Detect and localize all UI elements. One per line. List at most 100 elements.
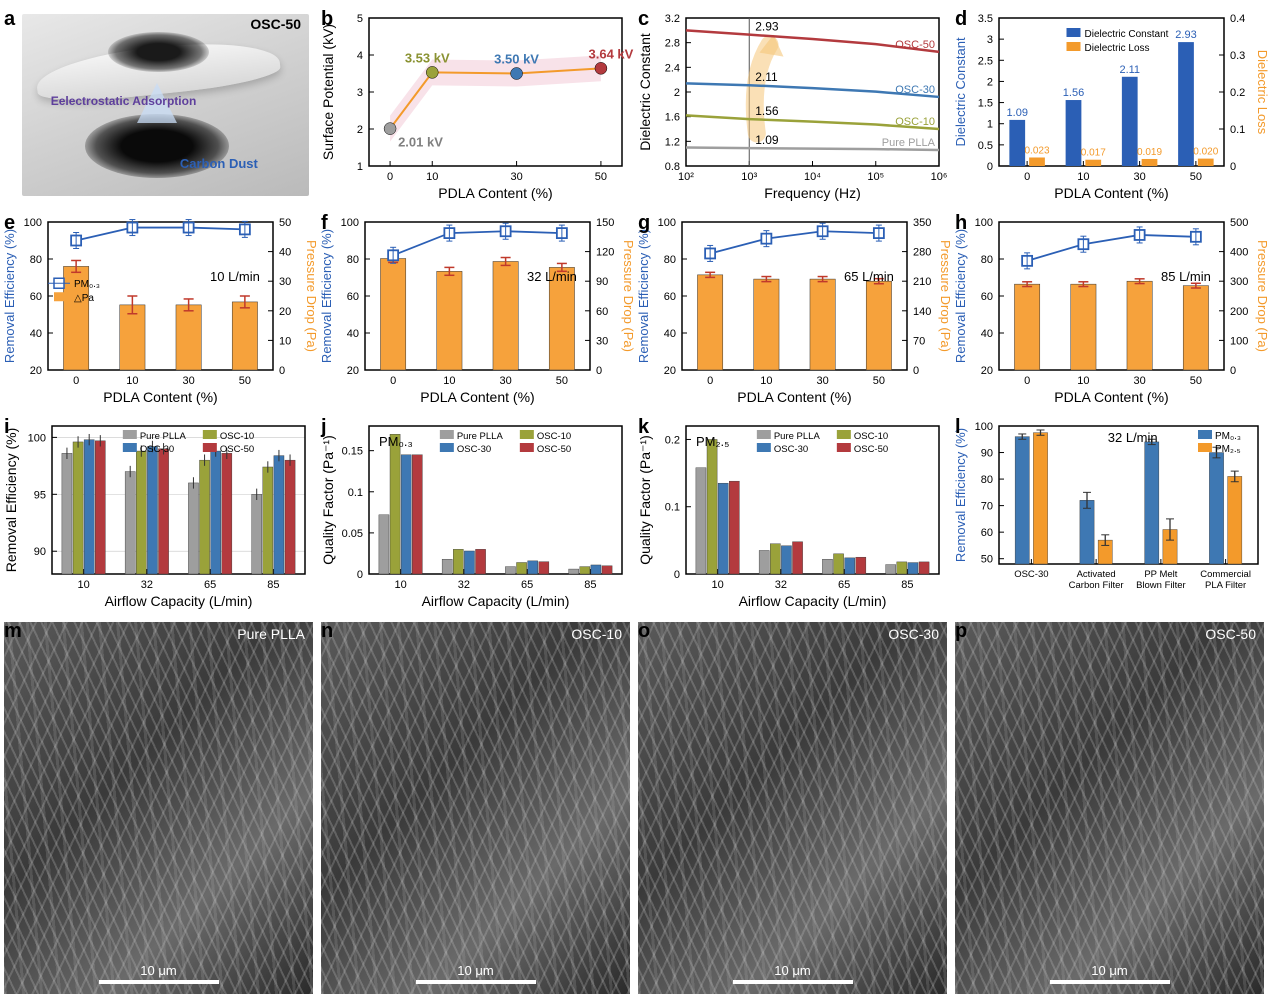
svg-text:10: 10 [78, 579, 90, 591]
svg-text:50: 50 [981, 554, 993, 566]
svg-text:32: 32 [775, 579, 787, 591]
svg-text:1.5: 1.5 [978, 98, 993, 110]
svg-text:4: 4 [357, 50, 363, 62]
svg-text:0: 0 [987, 161, 993, 173]
svg-text:120: 120 [596, 247, 614, 259]
svg-text:95: 95 [34, 489, 46, 501]
panel-b: b0103050123452.01 kV3.53 kV3.50 kV3.64 k… [317, 6, 634, 204]
chart-h: 010305020406080100010020030040050085 L/m… [951, 210, 1268, 408]
svg-text:2.5: 2.5 [978, 55, 993, 67]
panel-e: e0103050204060801000102030405010 L/minPM… [0, 210, 317, 408]
svg-text:0.8: 0.8 [665, 161, 680, 173]
chart-j: 1032658500.050.10.15Pure PLLAOSC-10OSC-3… [317, 414, 634, 612]
svg-text:OSC-30: OSC-30 [774, 444, 808, 455]
svg-text:0.15: 0.15 [342, 446, 363, 458]
panel-label-i: i [4, 416, 10, 439]
mid-text: Eelectrostatic Adsorption [51, 94, 197, 108]
svg-text:0: 0 [1024, 171, 1030, 183]
svg-text:40: 40 [664, 328, 676, 340]
svg-text:Quality Factor (Pa⁻¹): Quality Factor (Pa⁻¹) [320, 435, 336, 565]
svg-text:10: 10 [426, 171, 438, 183]
panel-label-a: a [4, 8, 15, 31]
svg-text:OSC-50: OSC-50 [537, 444, 571, 455]
svg-text:Pressure Drop (Pa): Pressure Drop (Pa) [304, 240, 317, 352]
scalebar-line [1050, 980, 1170, 984]
svg-text:0.2: 0.2 [1230, 87, 1245, 99]
svg-text:0: 0 [1230, 365, 1236, 377]
svg-text:0: 0 [674, 569, 680, 581]
svg-text:PP Melt: PP Melt [1144, 569, 1177, 580]
panel-label-h: h [955, 212, 967, 235]
svg-text:65: 65 [204, 579, 216, 591]
svg-text:PDLA Content (%): PDLA Content (%) [420, 389, 534, 405]
svg-text:2.93: 2.93 [1175, 29, 1196, 41]
svg-text:30: 30 [817, 375, 829, 387]
svg-text:OSC-50: OSC-50 [895, 39, 935, 51]
svg-text:100: 100 [658, 217, 676, 229]
panel-label-p: p [955, 620, 967, 643]
svg-text:PM₂.₅: PM₂.₅ [1215, 444, 1241, 455]
svg-text:80: 80 [347, 254, 359, 266]
svg-text:0.023: 0.023 [1024, 145, 1049, 156]
chart-b: 0103050123452.01 kV3.53 kV3.50 kV3.64 kV… [317, 6, 634, 204]
scalebar-text: 10 μm [1091, 963, 1127, 978]
svg-text:Removal Efficiency (%): Removal Efficiency (%) [953, 428, 968, 562]
svg-text:50: 50 [595, 171, 607, 183]
svg-text:2.11: 2.11 [1119, 64, 1140, 76]
svg-text:10: 10 [443, 375, 455, 387]
svg-text:0.1: 0.1 [665, 502, 680, 514]
svg-text:10⁵: 10⁵ [867, 171, 884, 183]
svg-text:90: 90 [596, 276, 608, 288]
svg-text:1.2: 1.2 [665, 136, 680, 148]
svg-text:Surface Potential (kV): Surface Potential (kV) [320, 24, 336, 160]
svg-text:2: 2 [674, 87, 680, 99]
svg-text:Blown Filter: Blown Filter [1136, 580, 1186, 591]
panel-l: l5060708090100OSC-30ActivatedCarbon Filt… [951, 414, 1268, 612]
chart-i: 103265859095100Pure PLLAOSC-10OSC-30OSC-… [0, 414, 317, 612]
svg-text:OSC-50: OSC-50 [220, 444, 254, 455]
svg-text:Commercial: Commercial [1200, 569, 1251, 580]
svg-text:OSC-10: OSC-10 [895, 116, 935, 128]
svg-text:0.017: 0.017 [1081, 148, 1106, 159]
svg-text:20: 20 [981, 365, 993, 377]
scalebar: 10 μm [99, 963, 219, 984]
sem-title: OSC-10 [571, 626, 622, 642]
panel-label-c: c [638, 8, 649, 31]
sem-image: OSC-3010 μm [638, 622, 947, 994]
svg-text:△Pa: △Pa [74, 293, 94, 304]
svg-text:90: 90 [34, 546, 46, 558]
svg-text:Airflow Capacity (L/min): Airflow Capacity (L/min) [422, 593, 570, 609]
svg-text:0: 0 [387, 171, 393, 183]
svg-text:2.11: 2.11 [755, 70, 778, 84]
scalebar: 10 μm [416, 963, 536, 984]
svg-text:OSC-30: OSC-30 [895, 84, 935, 96]
osc50-text: OSC-50 [250, 16, 301, 32]
svg-text:50: 50 [1190, 171, 1202, 183]
scalebar: 10 μm [733, 963, 853, 984]
svg-text:100: 100 [1230, 335, 1248, 347]
svg-text:2.01 kV: 2.01 kV [398, 135, 443, 150]
svg-text:Pure PLLA: Pure PLLA [140, 431, 187, 442]
panel-p: pOSC-5010 μm [951, 618, 1268, 998]
svg-text:Pressure Drop (Pa): Pressure Drop (Pa) [621, 240, 634, 352]
svg-text:20: 20 [279, 306, 291, 318]
panel-label-m: m [4, 620, 22, 643]
svg-text:100: 100 [975, 217, 993, 229]
svg-text:80: 80 [981, 254, 993, 266]
svg-text:0: 0 [73, 375, 79, 387]
svg-text:40: 40 [30, 328, 42, 340]
panel-h: h010305020406080100010020030040050085 L/… [951, 210, 1268, 408]
panel-label-f: f [321, 212, 328, 235]
svg-text:Quality Factor (Pa⁻¹): Quality Factor (Pa⁻¹) [637, 435, 653, 565]
svg-text:90: 90 [981, 448, 993, 460]
svg-text:280: 280 [913, 247, 931, 259]
svg-text:60: 60 [347, 291, 359, 303]
chart-f: 010305020406080100030609012015032 L/minP… [317, 210, 634, 408]
svg-text:Removal Efficiency (%): Removal Efficiency (%) [953, 229, 968, 363]
svg-text:10: 10 [395, 579, 407, 591]
scalebar: 10 μm [1050, 963, 1170, 984]
panel-label-o: o [638, 620, 650, 643]
svg-text:500: 500 [1230, 217, 1248, 229]
scalebar-text: 10 μm [774, 963, 810, 978]
svg-text:OSC-50: OSC-50 [854, 444, 888, 455]
